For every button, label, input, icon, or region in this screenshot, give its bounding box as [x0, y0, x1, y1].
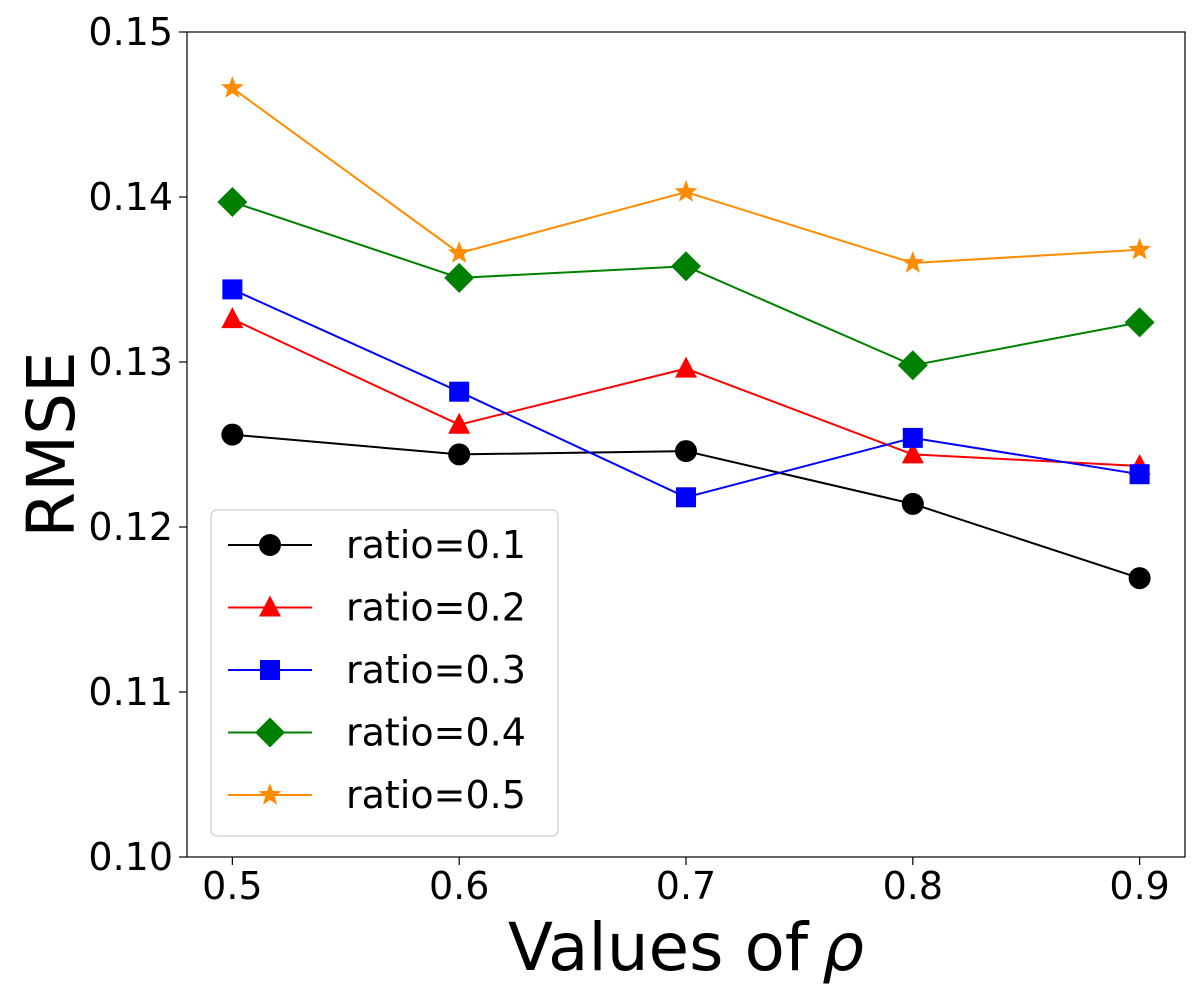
data-point [1129, 464, 1150, 485]
y-tick-label: 0.13 [88, 340, 173, 384]
legend-label: ratio=0.1 [346, 523, 526, 567]
data-point [674, 180, 698, 202]
series-ratio=0.3 [222, 279, 1150, 508]
legend-marker [258, 783, 282, 805]
series-ratio=0.2 [221, 307, 1151, 475]
legend-item: ratio=0.2 [228, 586, 526, 630]
data-point [671, 251, 701, 282]
x-tick-label: 0.6 [429, 864, 489, 908]
data-point [902, 427, 923, 448]
x-tick-label: 0.5 [202, 864, 262, 908]
plot-area [217, 76, 1155, 590]
data-point [901, 251, 925, 273]
legend-box [210, 509, 559, 837]
data-point [448, 412, 471, 434]
y-axis-title: RMSE [13, 351, 90, 537]
y-axis-ticks: 0.10 0.11 0.12 0.13 0.14 0.15 [88, 10, 187, 879]
data-point [444, 262, 475, 293]
y-tick-label: 0.10 [88, 835, 173, 879]
data-point [901, 492, 924, 515]
data-point [675, 356, 697, 378]
data-point [1128, 567, 1151, 590]
data-point [222, 279, 243, 300]
series-line [231, 288, 1140, 499]
x-axis-title: Values of ρ [508, 909, 864, 986]
legend-label: ratio=0.4 [346, 711, 526, 755]
series-ratio=0.5 [220, 76, 1152, 273]
legend-label: ratio=0.2 [346, 586, 526, 630]
legend-label: ratio=0.5 [346, 773, 526, 817]
series-line [231, 87, 1140, 265]
series-ratio=0.4 [217, 186, 1155, 381]
series-line [232, 201, 1140, 367]
y-tick-label: 0.14 [88, 175, 173, 219]
data-point [221, 423, 244, 446]
x-tick-label: 0.8 [883, 864, 943, 908]
series-ratio=0.1 [221, 423, 1151, 590]
legend-marker [259, 595, 281, 617]
data-point [217, 186, 248, 217]
legend-item: ratio=0.3 [228, 648, 526, 692]
legend-item: ratio=0.5 [228, 773, 526, 817]
y-tick-label: 0.11 [88, 670, 173, 714]
data-point [221, 307, 244, 329]
legend-item: ratio=0.4 [228, 711, 526, 755]
legend-marker [259, 534, 281, 556]
data-point [449, 381, 470, 402]
data-point [448, 443, 471, 466]
data-point [675, 440, 697, 463]
data-point [1128, 237, 1152, 260]
x-axis-title-symbol: ρ [822, 909, 864, 986]
legend-item: ratio=0.1 [228, 523, 526, 567]
legend: ratio=0.1 ratio=0.2 ratio=0.3 ratio=0.4 rati… [210, 509, 559, 837]
y-tick-label: 0.15 [88, 10, 173, 54]
data-point [447, 241, 471, 263]
data-point [897, 350, 928, 381]
x-axis-ticks: 0.5 0.6 0.7 0.8 0.9 [202, 857, 1170, 908]
y-tick-label: 0.12 [88, 505, 173, 549]
legend-label: ratio=0.3 [346, 648, 526, 692]
axes: 0.5 0.6 0.7 0.8 0.9 0.10 0.11 0.12 0.13 0.14 0.15 [88, 10, 1186, 908]
x-axis-title-text: Values of [508, 909, 810, 986]
legend-marker [260, 660, 280, 680]
legend-marker [255, 717, 285, 748]
data-point [676, 487, 696, 508]
data-point [1124, 307, 1155, 338]
data-point [901, 442, 924, 464]
data-point [220, 76, 244, 98]
x-tick-label: 0.9 [1109, 864, 1169, 908]
x-tick-label: 0.7 [656, 864, 716, 908]
